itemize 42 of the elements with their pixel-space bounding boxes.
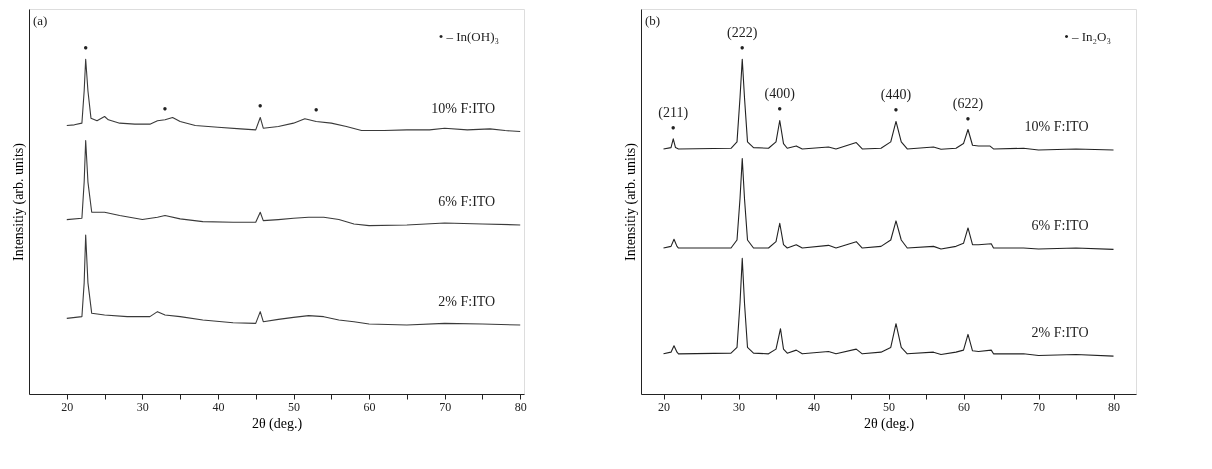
x-tick-label: 20 [658, 399, 670, 414]
series-label: 6% F:ITO [438, 193, 496, 209]
text: • – In(OH)₃ [438, 29, 499, 44]
text: (b) [645, 13, 661, 28]
series-label: 6% F:ITO [1031, 218, 1089, 234]
annotation: • [257, 99, 263, 115]
annotation: • [739, 41, 745, 57]
x-tick-label: 70 [439, 399, 452, 414]
annotation: (622) [952, 95, 984, 112]
annotation: (211) [658, 104, 689, 121]
x-tick-label: 70 [1033, 399, 1045, 414]
y-axis-title: Intensitiy (arb. units) [10, 142, 27, 261]
x-axis-title: 2θ (deg.) [251, 415, 303, 432]
series-label: 2% F:ITO [438, 294, 496, 310]
annotation: • [670, 120, 676, 136]
x-tick-label: 60 [363, 399, 376, 414]
annotation: • [777, 102, 783, 118]
annotation: • [83, 41, 89, 57]
annotation: • [965, 111, 971, 127]
annotation: • [313, 103, 319, 119]
text: • – In₂O₃ [1064, 29, 1111, 44]
y-axis-title: Intensitiy (arb. units) [622, 142, 639, 261]
x-tick-label: 40 [808, 399, 820, 414]
series-label: 10% F:ITO [1024, 118, 1089, 134]
x-tick-label: 30 [136, 399, 149, 414]
series-label: 2% F:ITO [1031, 325, 1089, 341]
x-tick-label: 20 [61, 399, 74, 414]
x-tick-label: 50 [288, 399, 300, 414]
x-tick-label: 30 [733, 399, 745, 414]
annotation: (400) [764, 86, 796, 103]
annotation: (222) [727, 25, 758, 42]
x-tick-label: 80 [514, 399, 527, 414]
annotation: • [162, 101, 168, 117]
x-axis-title: 2θ (deg.) [863, 415, 915, 432]
annotation: • [893, 103, 899, 119]
x-tick-label: 50 [883, 399, 895, 414]
series-label: 10% F:ITO [431, 100, 496, 116]
x-tick-label: 60 [958, 399, 970, 414]
annotation: (440) [880, 87, 912, 104]
x-tick-label: 40 [212, 399, 225, 414]
x-tick-label: 80 [1108, 399, 1120, 414]
text: (a) [33, 13, 48, 28]
